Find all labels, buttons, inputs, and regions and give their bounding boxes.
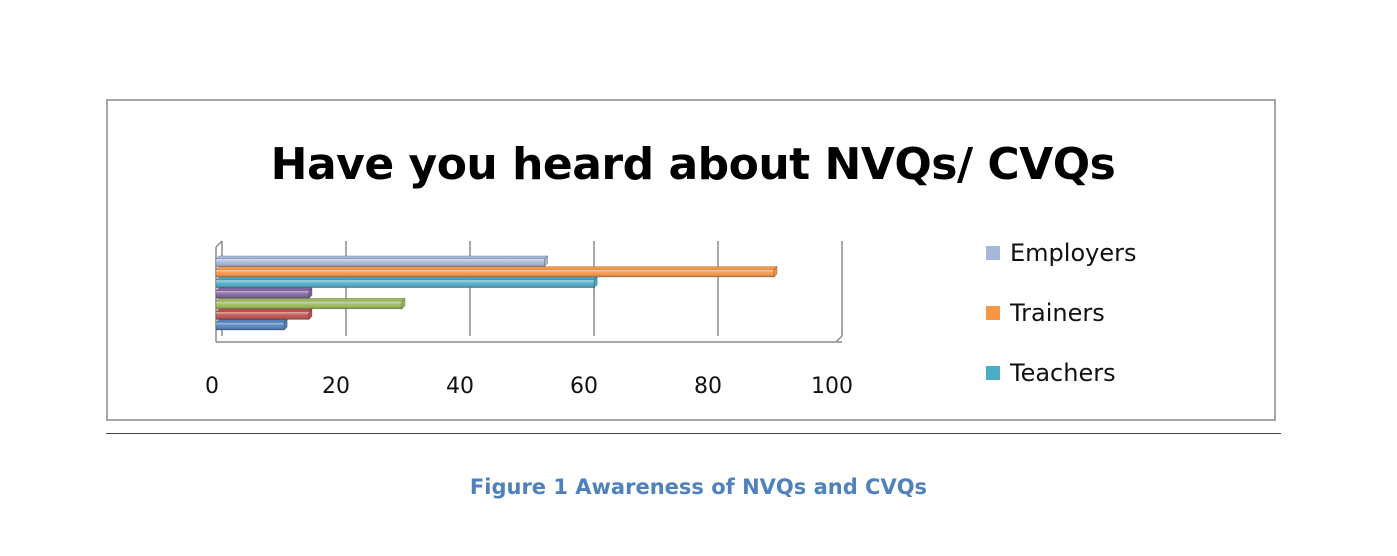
bar-series-2 (215, 308, 313, 321)
legend-swatch (986, 366, 1000, 380)
bar-employers (215, 255, 549, 268)
horizontal-rule (106, 433, 1281, 434)
chart-plot: 0 20 40 60 80 100 (205, 240, 853, 399)
bar-top-face (215, 308, 313, 313)
legend-item-employers: Employers (986, 239, 1136, 267)
bar-end-cap (544, 255, 548, 268)
bar-series-3 (215, 297, 406, 310)
bar-series-1 (215, 318, 288, 331)
bar-top-face (215, 298, 406, 302)
x-tick-label: 40 (446, 374, 474, 399)
bar-end-cap (593, 276, 598, 289)
bar-top-face (215, 319, 288, 323)
bar-end-cap (773, 265, 778, 278)
x-tick-label: 0 (205, 374, 219, 399)
legend-label: Employers (1010, 239, 1137, 267)
bar-top-face (215, 276, 598, 281)
bar-end-cap (308, 286, 313, 299)
bar-shade (216, 269, 774, 277)
x-tick-label: 20 (322, 374, 350, 399)
x-tick-label: 80 (694, 374, 722, 399)
legend-swatch (986, 306, 1000, 320)
bar-trainers (215, 265, 778, 278)
legend-swatch (986, 246, 1000, 260)
bar-end-cap (283, 318, 288, 331)
chart-title: Have you heard about NVQs/ CVQs (270, 139, 1116, 190)
bar-teachers (215, 276, 598, 289)
legend-item-trainers: Trainers (986, 299, 1105, 327)
x-tick-label: 100 (811, 374, 853, 399)
legend-label: Trainers (1010, 299, 1105, 327)
bar-shade (216, 290, 309, 299)
legend-item-teachers: Teachers (986, 359, 1116, 387)
bar-series-4 (215, 286, 313, 299)
bar-layer (215, 255, 778, 331)
bar-end-cap (401, 297, 406, 310)
chart-container: Have you heard about NVQs/ CVQs 0 20 40 60 8… (106, 99, 1276, 421)
bar-shade (216, 301, 402, 309)
bar-top-face (215, 287, 313, 291)
figure-caption: Figure 1 Awareness of NVQs and CVQs (469, 475, 928, 499)
floor-corner (835, 335, 843, 343)
x-tick-label: 60 (570, 374, 598, 399)
legend-label: Teachers (1010, 359, 1116, 387)
bar-top-face (215, 266, 778, 270)
bar-shade (216, 258, 545, 267)
bar-shade (216, 322, 285, 330)
bar-shade (216, 280, 595, 288)
tick-layer: 0 20 40 60 80 100 (205, 374, 853, 399)
bar-shade (216, 311, 309, 320)
left-wall-top (215, 240, 223, 248)
bar-end-cap (308, 308, 313, 321)
bar-top-face (215, 255, 549, 260)
